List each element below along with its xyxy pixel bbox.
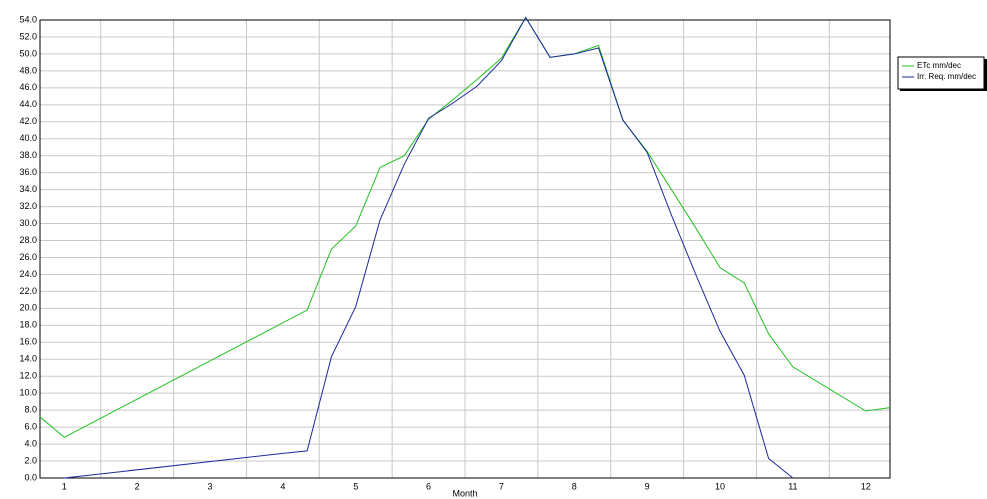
y-tick-label: 46.0 — [19, 82, 37, 92]
y-tick-label: 6.0 — [24, 421, 37, 431]
y-tick-label: 14.0 — [19, 354, 37, 364]
x-tick-label: 1 — [62, 481, 67, 491]
legend-label: Irr. Req. mm/dec — [917, 72, 976, 81]
y-tick-label: 36.0 — [19, 167, 37, 177]
x-tick-label: 12 — [861, 481, 871, 491]
y-tick-label: 34.0 — [19, 184, 37, 194]
y-tick-label: 10.0 — [19, 388, 37, 398]
y-tick-label: 44.0 — [19, 99, 37, 109]
legend-label: ETc mm/dec — [917, 61, 961, 70]
y-tick-label: 38.0 — [19, 150, 37, 160]
x-tick-label: 6 — [426, 481, 431, 491]
y-tick-label: 22.0 — [19, 286, 37, 296]
legend-box — [897, 56, 985, 90]
x-tick-label: 11 — [788, 481, 797, 491]
y-tick-label: 54.0 — [19, 14, 37, 24]
x-tick-label: 7 — [499, 481, 504, 491]
x-tick-label: 2 — [135, 481, 140, 491]
y-tick-label: 24.0 — [19, 269, 37, 279]
y-tick-label: 12.0 — [19, 371, 37, 381]
y-tick-label: 18.0 — [19, 320, 37, 330]
y-tick-label: 42.0 — [19, 116, 37, 126]
y-tick-label: 26.0 — [19, 252, 37, 262]
y-tick-label: 52.0 — [19, 31, 37, 41]
y-tick-label: 28.0 — [19, 235, 37, 245]
y-tick-label: 48.0 — [19, 65, 37, 75]
y-tick-label: 4.0 — [24, 438, 37, 448]
plot-frame — [39, 19, 891, 479]
y-tick-label: 30.0 — [19, 218, 37, 228]
x-tick-label: 4 — [280, 481, 285, 491]
x-tick-label: 3 — [207, 481, 212, 491]
legend: ETc mm/dec Irr. Req. mm/dec — [897, 56, 987, 91]
y-tick-label: 8.0 — [24, 405, 37, 415]
x-tick-label: 8 — [572, 481, 577, 491]
y-tick-label: 40.0 — [19, 133, 37, 143]
y-tick-label: 16.0 — [19, 337, 37, 347]
x-tick-label: 9 — [645, 481, 650, 491]
y-tick-label: 50.0 — [19, 48, 37, 58]
y-tick-label: 2.0 — [24, 455, 37, 465]
x-tick-label: 5 — [353, 481, 358, 491]
y-tick-label: 32.0 — [19, 201, 37, 211]
y-tick-label: 20.0 — [19, 303, 37, 313]
series-line — [64, 16, 794, 479]
y-tick-label: 0.0 — [24, 472, 37, 482]
x-tick-label: 10 — [715, 481, 725, 491]
x-axis-label: Month — [452, 488, 477, 498]
